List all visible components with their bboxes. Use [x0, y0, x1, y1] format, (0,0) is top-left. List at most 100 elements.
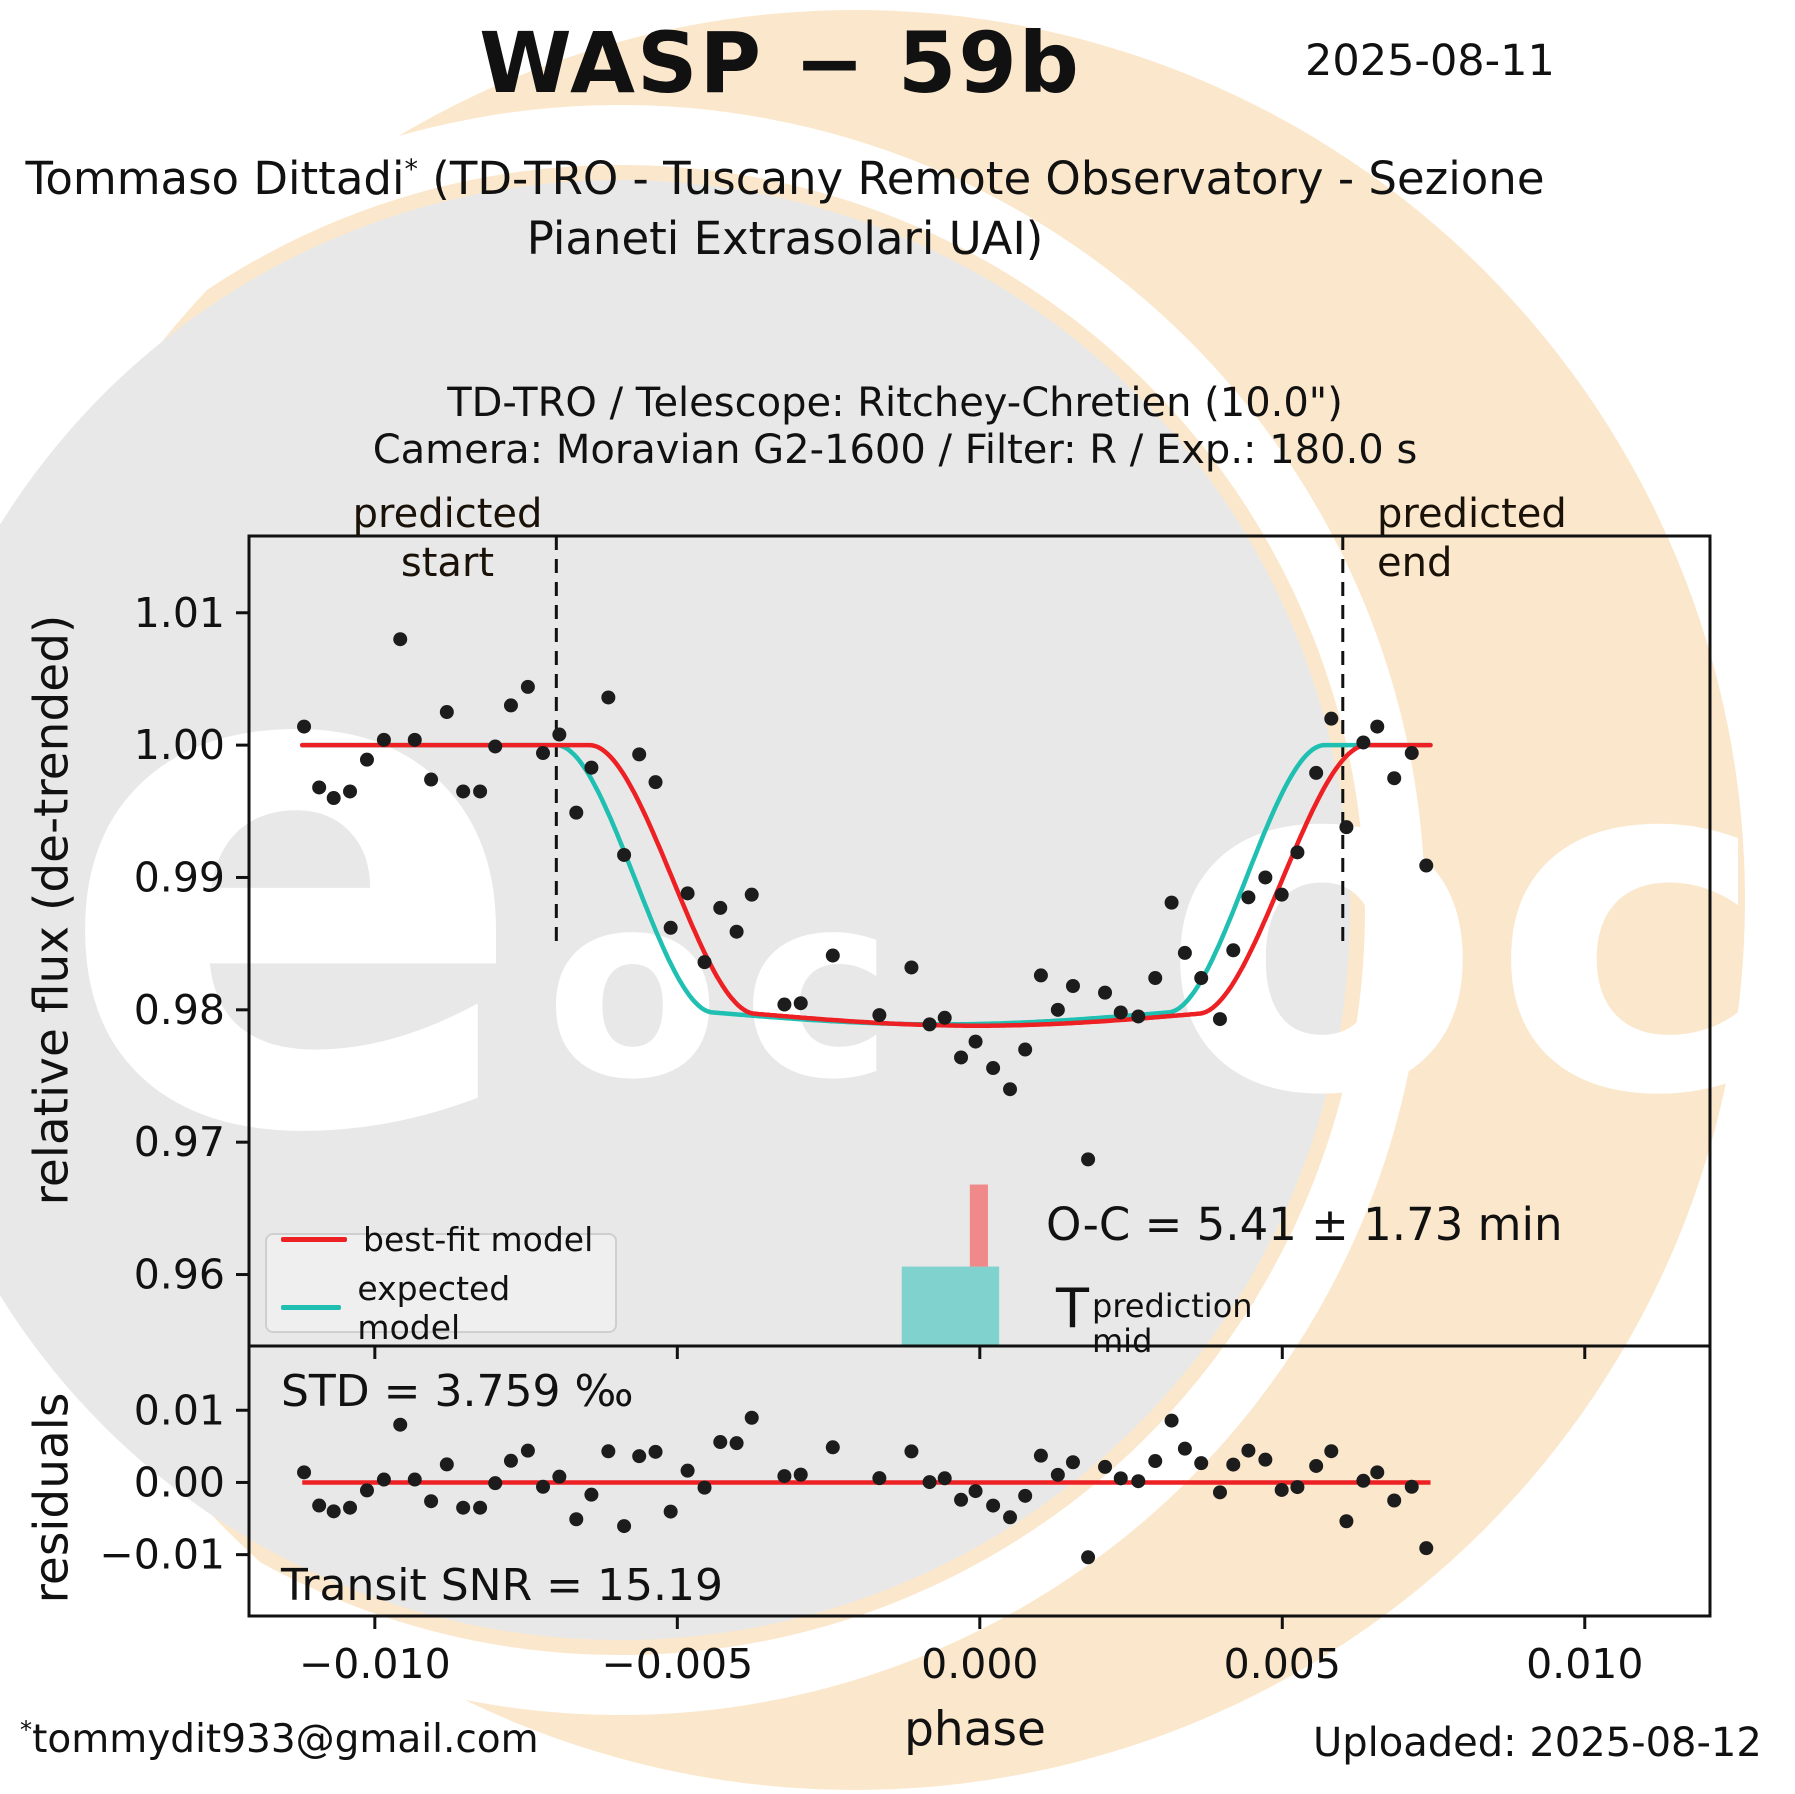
- flux-data-point: [697, 955, 712, 970]
- residual-data-point: [729, 1436, 744, 1451]
- y-tick-label-main: 0.97: [134, 1118, 225, 1166]
- predicted-end-word2: end: [1377, 540, 1453, 586]
- flux-data-point: [1274, 887, 1289, 902]
- expected-model-curve: [299, 742, 1433, 1027]
- flux-data-point: [986, 1061, 1001, 1076]
- flux-data-point: [1226, 943, 1241, 958]
- residual-data-point: [697, 1480, 712, 1495]
- residual-data-point: [297, 1465, 312, 1480]
- residual-data-point: [359, 1483, 374, 1498]
- residual-data-point: [601, 1444, 616, 1459]
- flux-data-point: [297, 719, 312, 734]
- residual-data-point: [825, 1440, 840, 1455]
- flux-data-point: [1003, 1082, 1018, 1097]
- flux-data-point: [968, 1034, 983, 1049]
- x-tick-label: 0.005: [1224, 1640, 1341, 1688]
- residual-data-point: [1081, 1550, 1096, 1565]
- residual-data-point: [1050, 1467, 1065, 1482]
- flux-data-point: [937, 1010, 952, 1025]
- flux-data-point: [1050, 1002, 1065, 1017]
- predicted-end-word1: predicted: [1377, 491, 1567, 537]
- y-axis-label-main: relative flux (de-trended): [24, 614, 80, 1206]
- observation-date: 2025-08-11: [1305, 36, 1555, 86]
- residual-data-point: [1258, 1452, 1273, 1467]
- residual-data-point: [1241, 1443, 1256, 1458]
- flux-data-point: [729, 924, 744, 939]
- watermark-letter-e: e: [55, 472, 530, 1287]
- author-observatory: (TD-TRO - Tuscany Remote Observatory - S…: [432, 152, 1545, 205]
- best-fit-model-curve: [299, 742, 1433, 1028]
- flux-data-point: [503, 698, 518, 713]
- flux-data-point: [359, 752, 374, 767]
- tmid-subscript: mid: [1092, 1322, 1153, 1360]
- residual-data-point: [552, 1469, 567, 1484]
- residual-data-point: [473, 1500, 488, 1515]
- flux-data-point: [407, 732, 422, 747]
- residual-data-point: [1309, 1458, 1324, 1473]
- flux-data-point: [1356, 735, 1371, 750]
- residual-data-point: [1131, 1474, 1146, 1489]
- residual-data-point: [986, 1498, 1001, 1513]
- residual-data-point: [777, 1469, 792, 1484]
- residual-data-point: [1419, 1541, 1434, 1556]
- flux-data-point: [1164, 895, 1179, 910]
- residual-data-point: [648, 1444, 663, 1459]
- flux-data-point: [777, 997, 792, 1012]
- residual-data-point: [1194, 1456, 1209, 1471]
- predicted-start-word2: start: [400, 540, 495, 586]
- residual-data-point: [1212, 1485, 1227, 1500]
- transit-snr-annotation: Transit SNR = 15.19: [281, 1560, 723, 1611]
- residual-data-point: [663, 1504, 678, 1519]
- flux-data-point: [1290, 845, 1305, 860]
- best-fit-line-swatch: [281, 1236, 347, 1242]
- y-axis-label-residuals: residuals: [24, 1392, 80, 1604]
- flux-data-point: [439, 705, 454, 720]
- residual-data-point: [393, 1417, 408, 1432]
- residual-data-point: [1018, 1488, 1033, 1503]
- residual-data-point: [1148, 1454, 1163, 1469]
- flux-data-point: [793, 996, 808, 1011]
- flux-data-point: [326, 791, 341, 806]
- residual-data-point: [439, 1457, 454, 1472]
- flux-data-point: [713, 900, 728, 915]
- y-tick-label-main: 1.01: [134, 589, 225, 637]
- residual-data-point: [1387, 1493, 1402, 1508]
- residual-data-point: [617, 1519, 632, 1534]
- residual-data-point: [326, 1504, 341, 1519]
- tmid-symbol: T: [1056, 1277, 1089, 1340]
- residual-data-point: [793, 1467, 808, 1482]
- residual-data-point: [937, 1471, 952, 1486]
- residual-data-point: [1098, 1459, 1113, 1474]
- y-tick-label-residual: 0.01: [134, 1386, 225, 1434]
- residual-std-annotation: STD = 3.759 ‰: [281, 1366, 634, 1417]
- y-tick-label-residual: −0.01: [99, 1531, 225, 1579]
- residual-data-point: [569, 1512, 584, 1527]
- upload-date: Uploaded: 2025-08-12: [1313, 1720, 1762, 1766]
- flux-data-point: [617, 847, 632, 862]
- legend: best-fit model expected model: [265, 1220, 617, 1347]
- flux-data-point: [1419, 858, 1434, 873]
- flux-data-point: [922, 1017, 937, 1032]
- flux-data-point: [1370, 719, 1385, 734]
- email-text: tommydit933@gmail.com: [32, 1717, 539, 1762]
- flux-data-point: [1018, 1042, 1033, 1057]
- residual-data-point: [1290, 1480, 1305, 1495]
- flux-data-point: [1098, 985, 1113, 1000]
- residual-data-point: [872, 1471, 887, 1486]
- tmid-superscript: prediction: [1092, 1287, 1253, 1325]
- residual-data-point: [424, 1494, 439, 1509]
- flux-data-point: [1212, 1012, 1227, 1027]
- predicted-start-word1: predicted: [352, 491, 543, 537]
- predicted-start-label: predicted start: [330, 490, 565, 588]
- residual-data-point: [536, 1479, 551, 1494]
- author-line-1: Tommaso Dittadi* (TD-TRO - Tuscany Remot…: [0, 152, 1570, 205]
- flux-data-point: [1065, 979, 1080, 993]
- residual-data-point: [1033, 1448, 1048, 1463]
- flux-data-point: [680, 886, 695, 901]
- contact-email: *tommydit933@gmail.com: [20, 1716, 539, 1762]
- flux-data-point: [1194, 971, 1209, 986]
- residual-data-point: [1324, 1444, 1339, 1459]
- residual-data-point: [488, 1476, 503, 1491]
- flux-data-point: [663, 920, 678, 935]
- telescope-info: TD-TRO / Telescope: Ritchey-Chretien (10…: [447, 380, 1343, 426]
